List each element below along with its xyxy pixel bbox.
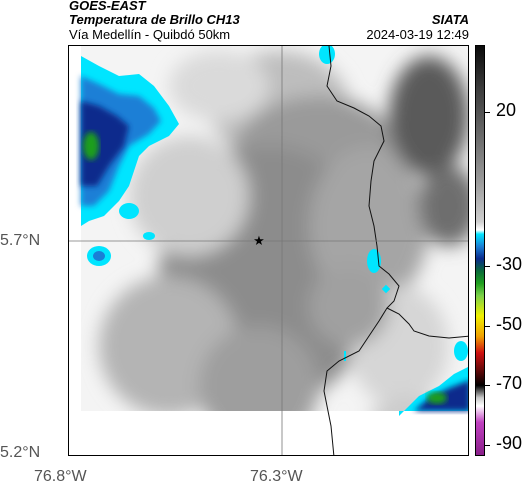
- lon-label-76-3: 76.3°W: [250, 468, 303, 485]
- product-title: Temperatura de Brillo CH13: [69, 12, 240, 27]
- star-icon: ★: [253, 234, 265, 249]
- map-canvas: ★: [69, 46, 468, 455]
- satellite-title: GOES-EAST: [69, 0, 146, 13]
- organization-label: SIATA: [431, 12, 469, 27]
- lat-label-5-7: 5.7°N: [0, 232, 41, 249]
- timestamp-label: 2024-03-19 12:49: [366, 27, 469, 42]
- cloud-field: [99, 51, 468, 455]
- colorbar-label-20: 20: [496, 100, 517, 120]
- cold-cloud-northwest: [81, 56, 179, 266]
- colorbar-label-minus70: -70: [496, 373, 523, 393]
- colorbar-label-minus90: -90: [496, 433, 523, 453]
- country-boundary: [323, 46, 400, 455]
- temperature-colorbar: [475, 45, 485, 456]
- colorbar-label-minus50: -50: [496, 314, 523, 334]
- cold-cloud-southeast: [319, 46, 468, 416]
- region-label: Vía Medellín - Quibdó 50km: [69, 27, 231, 42]
- colorbar-label-minus30: -30: [496, 254, 523, 274]
- lon-label-76-8: 76.8°W: [34, 468, 87, 485]
- satellite-map: ★: [68, 45, 469, 456]
- lat-label-5-2: 5.2°N: [0, 444, 41, 461]
